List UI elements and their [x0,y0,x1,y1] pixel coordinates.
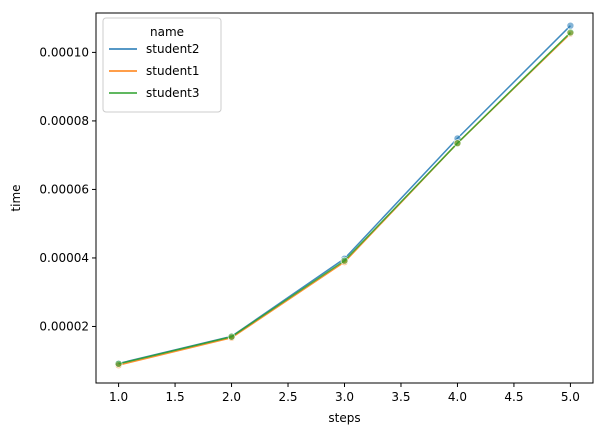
plot-area-frame [95,12,594,384]
x-tick-label: 1.0 [109,390,128,404]
legend-title: name [150,25,184,39]
x-axis-ticks: 1.0 1.5 2.0 2.5 3.0 3.5 4.0 4.5 5.0 [109,383,580,404]
y-tick-label: 0.00008 [39,114,89,128]
x-tick-label: 2.5 [278,390,297,404]
x-axis-title: steps [328,411,360,425]
legend: name student2 student1 student3 [102,17,222,113]
y-axis-title: time [9,184,23,211]
y-tick-label: 0.00006 [39,182,89,196]
data-point-student3 [453,139,462,147]
x-tick-label: 2.0 [222,390,241,404]
y-tick-label: 0.00004 [39,251,89,265]
x-tick-label: 4.0 [448,390,467,404]
data-point-student3 [114,360,123,368]
y-tick-label: 0.00002 [39,319,89,333]
data-point-student3 [340,256,349,265]
x-tick-label: 4.5 [504,390,523,404]
legend-label-student2: student2 [146,42,200,56]
x-tick-label: 3.5 [391,390,410,404]
series-lines [114,21,575,369]
x-tick-label: 5.0 [561,390,580,404]
x-tick-label: 1.5 [166,390,185,404]
legend-box [102,17,222,113]
data-point-student3 [227,332,236,341]
legend-label-student1: student1 [146,64,200,78]
x-tick-label: 3.0 [335,390,354,404]
data-point-student3 [566,28,575,37]
data-point-student2 [566,21,575,30]
y-axis-ticks: 0.00002 0.00004 0.00006 0.00008 0.00010 [39,45,96,333]
legend-label-student3: student3 [146,86,200,100]
y-tick-label: 0.00010 [39,45,89,59]
